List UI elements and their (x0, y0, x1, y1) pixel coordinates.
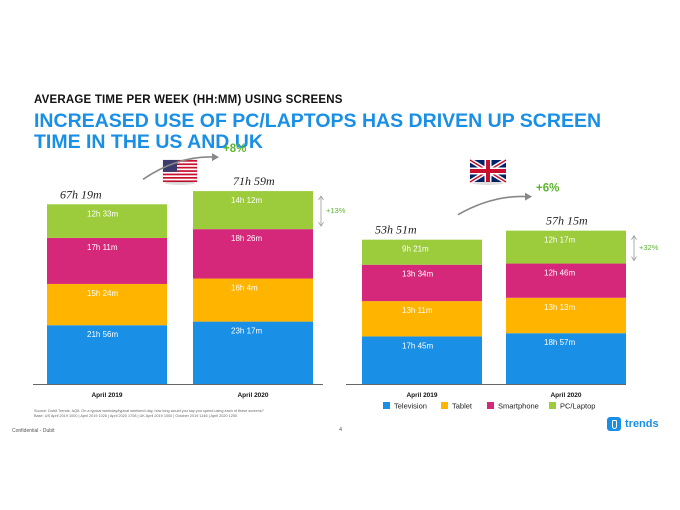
legend-label: Smartphone (498, 402, 539, 411)
bar-segment-pclaptop (506, 230, 626, 264)
segment-label: 16h 4m (231, 284, 258, 293)
segment-label: 23h 17m (231, 327, 262, 336)
segment-label: 17h 45m (402, 341, 433, 350)
bar-segment-television (193, 321, 313, 384)
segment-label: 18h 57m (544, 338, 575, 347)
legend-item-tablet: Tablet (441, 402, 473, 411)
growth-percent-label: +8% (223, 143, 246, 155)
bar-segment-smartphone (506, 263, 626, 298)
growth-arrow (457, 195, 529, 216)
bar-segment-smartphone (193, 229, 313, 279)
bar-total-label: 71h 59m (233, 174, 275, 188)
bar-total-label: 67h 19m (60, 187, 102, 201)
bar-segment-television (362, 336, 482, 384)
growth-arrowhead (525, 192, 532, 201)
bar-segment-tablet (47, 283, 167, 326)
segment-label: 17h 11m (87, 243, 118, 252)
bar-segment-tablet (193, 278, 313, 322)
bar-segment-tablet (362, 301, 482, 337)
pc-laptop-diff-label: +13% (326, 206, 346, 215)
legend-swatch (487, 402, 494, 409)
bar-total-label: 57h 15m (546, 214, 588, 228)
page-number: 4 (339, 427, 343, 433)
segment-label: 13h 34m (402, 270, 433, 279)
footer-confidential: Confidential - Dubit (12, 428, 55, 434)
logo-text: trends (625, 418, 659, 430)
segment-label: 9h 21m (402, 245, 429, 254)
legend-swatch (383, 402, 390, 409)
bar-segment-television (506, 333, 626, 384)
segment-label: 13h 11m (402, 306, 433, 315)
bar-total-label: 53h 51m (375, 223, 417, 237)
trends-logo-icon (607, 417, 621, 431)
bar-segment-tablet (506, 297, 626, 334)
bar-segment-pclaptop (362, 239, 482, 265)
legend-item-television: Television (383, 402, 427, 411)
segment-label: 18h 26m (231, 234, 262, 243)
segment-label: 14h 12m (231, 196, 262, 205)
category-label: April 2020 (237, 392, 268, 399)
growth-arrowhead (212, 153, 219, 162)
bar-segment-pclaptop (193, 191, 313, 230)
bar-segment-pclaptop (47, 204, 167, 238)
legend-swatch (441, 402, 448, 409)
growth-arrow (142, 156, 216, 180)
headline: INCREASED USE OF PC/LAPTOPS HAS DRIVEN U… (34, 110, 602, 153)
legend-swatch (549, 402, 556, 409)
legend-label: Tablet (452, 402, 473, 411)
segment-label: 15h 24m (87, 289, 118, 298)
diff-bracket-arrows (631, 234, 637, 262)
category-label: April 2019 (406, 392, 437, 399)
bar-segment-television (47, 325, 167, 384)
legend-label: PC/Laptop (560, 402, 595, 411)
legend-item-smartphone: Smartphone (487, 402, 539, 411)
diff-bracket-arrows (318, 195, 324, 227)
chart-legend: Television Tablet Smartphone PC/Laptop (383, 402, 595, 411)
kicker-title: AVERAGE TIME PER WEEK (HH:MM) USING SCRE… (34, 94, 343, 106)
source-line-1: Source: Dubit Trends. AQ6: On a typical … (34, 409, 264, 413)
trends-logo: trends (607, 417, 659, 431)
pc-laptop-diff-label: +32% (639, 243, 659, 252)
us-flag-icon (162, 159, 198, 185)
segment-label: 12h 46m (544, 269, 575, 278)
chart-panel-us: 21h 56m 15h 24m 17h 11m 12h 33m April 2019 67… (33, 143, 346, 399)
growth-percent-label: +6% (536, 183, 559, 195)
legend-label: Television (394, 402, 427, 411)
category-label: April 2020 (550, 392, 581, 399)
chart-panel-uk: 17h 45m 13h 11m 13h 34m 9h 21m April 2019 53h… (346, 183, 659, 399)
segment-label: 12h 17m (544, 236, 575, 245)
bar-segment-smartphone (47, 237, 167, 284)
source-line-2: Base: US April 2019 1000 | April 2019 10… (34, 414, 238, 418)
segment-label: 12h 33m (87, 209, 118, 218)
source-note: Source: Dubit Trends. AQ6: On a typical … (34, 409, 314, 419)
segment-label: 13h 13m (544, 303, 575, 312)
category-label: April 2019 (91, 392, 122, 399)
legend-item-pclaptop: PC/Laptop (549, 402, 595, 411)
bar-segment-smartphone (362, 264, 482, 302)
segment-label: 21h 56m (87, 330, 118, 339)
uk-flag-icon (468, 158, 508, 185)
